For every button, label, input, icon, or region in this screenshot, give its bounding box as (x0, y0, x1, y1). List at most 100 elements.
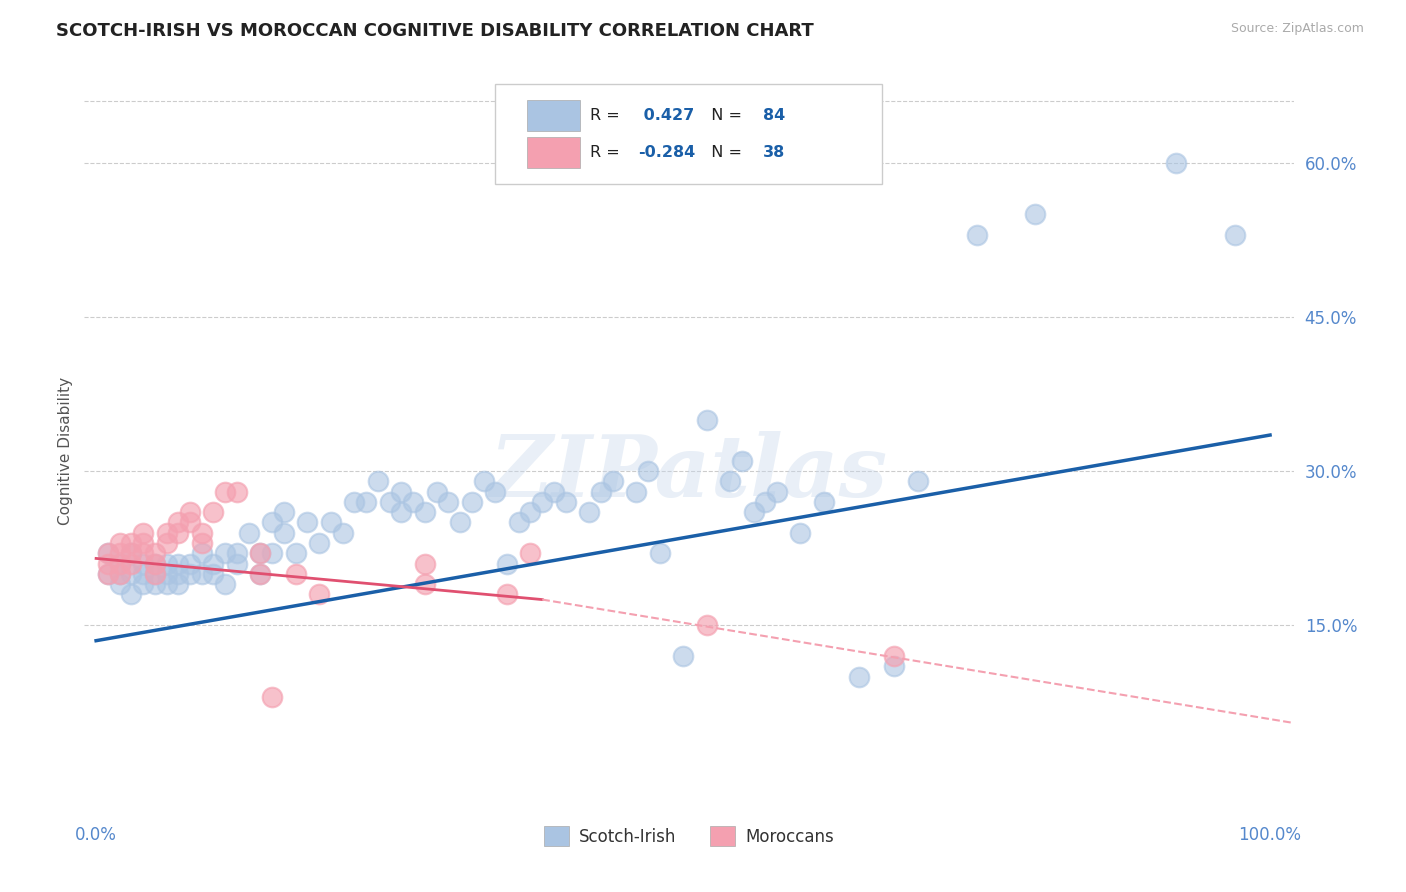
Point (531, 495, 554, 509)
Point (179, 566, 201, 581)
Point (202, 557, 225, 571)
Point (472, 475, 495, 489)
Y-axis label: Cognitive Disability: Cognitive Disability (58, 376, 73, 524)
Point (167, 566, 190, 581)
Point (308, 536, 330, 550)
Point (249, 566, 271, 581)
Point (273, 525, 295, 540)
Point (108, 566, 131, 581)
Point (155, 577, 177, 591)
Point (883, 649, 905, 664)
Point (143, 557, 166, 571)
Point (813, 495, 835, 509)
Point (132, 566, 155, 581)
Point (354, 495, 377, 509)
Point (367, 475, 389, 489)
Point (413, 557, 436, 571)
Point (202, 505, 225, 519)
Point (413, 577, 436, 591)
Text: R =: R = (589, 145, 624, 160)
Point (1166, 155, 1188, 169)
Text: Source: ZipAtlas.com: Source: ZipAtlas.com (1230, 22, 1364, 36)
Point (449, 516, 471, 530)
Point (319, 516, 342, 530)
Point (190, 536, 212, 550)
Text: R =: R = (589, 108, 624, 122)
Point (132, 536, 155, 550)
Point (238, 525, 260, 540)
Point (766, 484, 789, 499)
Point (966, 227, 988, 242)
Point (143, 566, 166, 581)
Point (624, 484, 647, 499)
Point (155, 566, 177, 581)
Point (226, 546, 249, 560)
Point (343, 495, 366, 509)
Text: 84: 84 (762, 108, 785, 122)
Point (543, 484, 565, 499)
Point (214, 546, 236, 560)
Point (696, 618, 718, 632)
Point (848, 670, 870, 684)
Point (167, 577, 190, 591)
Point (378, 495, 401, 509)
Text: SCOTCH-IRISH VS MOROCCAN COGNITIVE DISABILITY CORRELATION CHART: SCOTCH-IRISH VS MOROCCAN COGNITIVE DISAB… (56, 22, 814, 40)
Point (284, 566, 307, 581)
Point (496, 587, 519, 601)
Point (108, 577, 131, 591)
Point (167, 525, 190, 540)
Text: -0.284: -0.284 (638, 145, 696, 160)
Point (578, 505, 600, 519)
Point (308, 587, 330, 601)
Point (754, 495, 776, 509)
Point (249, 566, 271, 581)
Point (120, 587, 142, 601)
Text: N =: N = (702, 108, 747, 122)
Point (402, 495, 425, 509)
Point (190, 566, 212, 581)
Point (332, 525, 354, 540)
Point (1024, 207, 1046, 221)
Point (389, 484, 412, 499)
Point (97, 566, 120, 581)
Point (696, 412, 718, 426)
Point (132, 525, 155, 540)
Point (155, 557, 177, 571)
Point (97, 546, 120, 560)
Legend: Scotch-Irish, Moroccans: Scotch-Irish, Moroccans (537, 820, 841, 853)
Point (108, 536, 131, 550)
Point (718, 475, 741, 489)
Point (496, 557, 519, 571)
Point (143, 577, 166, 591)
Point (589, 484, 612, 499)
Point (437, 495, 460, 509)
Text: 0.427: 0.427 (638, 108, 695, 122)
Point (108, 566, 131, 581)
Point (214, 577, 236, 591)
Point (883, 659, 905, 673)
Point (519, 546, 541, 560)
Point (202, 566, 225, 581)
Point (1223, 227, 1246, 242)
Point (226, 557, 249, 571)
Point (508, 516, 530, 530)
Point (297, 516, 319, 530)
Point (132, 577, 155, 591)
Point (155, 536, 177, 550)
Point (554, 495, 576, 509)
Point (413, 505, 436, 519)
Point (262, 516, 284, 530)
Point (672, 649, 695, 664)
Point (167, 557, 190, 571)
Point (179, 557, 201, 571)
Point (132, 546, 155, 560)
Point (167, 516, 190, 530)
Point (637, 464, 659, 478)
Point (190, 546, 212, 560)
Point (179, 516, 201, 530)
Point (120, 566, 142, 581)
FancyBboxPatch shape (495, 84, 883, 184)
FancyBboxPatch shape (527, 100, 581, 130)
Point (179, 505, 201, 519)
Point (97, 566, 120, 581)
